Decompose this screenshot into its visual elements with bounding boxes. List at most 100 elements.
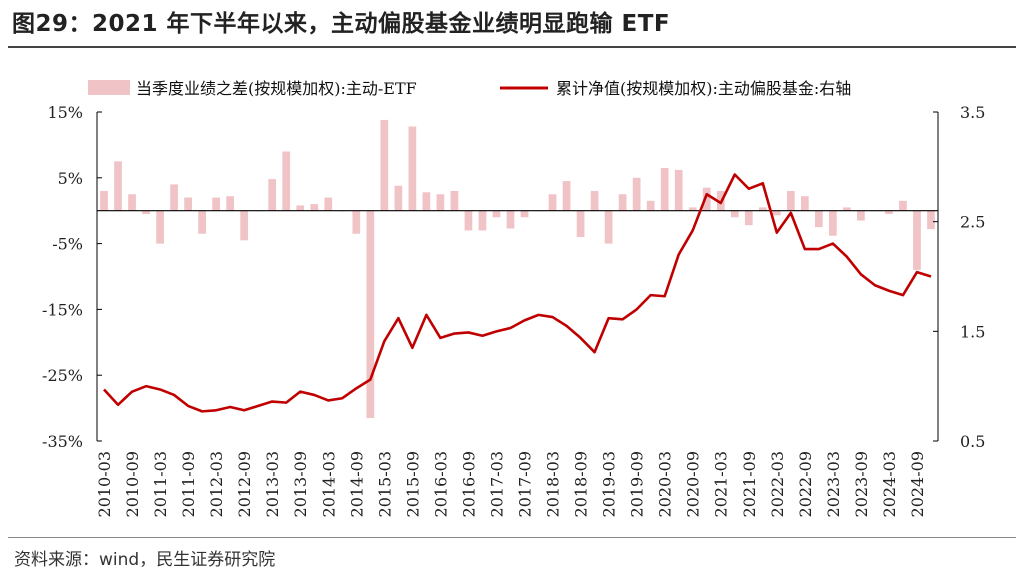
bar [520,210,529,218]
bar [170,184,178,211]
bar [618,194,627,211]
bar [646,200,655,211]
x-tick-label: 2017-09 [516,451,535,517]
bar [927,210,935,230]
bar [198,210,206,234]
tick-labels: 15% 5% -5% -15% -25% -35% 3.5 2.5 1.5 0.5 2010-03 2… [42,103,985,517]
bar [815,210,823,228]
x-tick-label: 2017-03 [487,451,506,517]
left-tick-label: -25% [42,366,83,385]
bar [758,207,767,211]
bar [156,210,164,244]
x-tick-label: 2010-09 [123,451,142,517]
bar [380,119,389,211]
right-tick-label: 2.5 [960,213,985,232]
bar [604,210,613,244]
x-tick-label: 2021-09 [740,451,759,517]
bar [184,197,192,211]
bar [240,210,249,241]
chart: 当季度业绩之差(按规模加权):主动-ETF 累计净值(按规模加权):主动偏股基金… [42,79,985,517]
x-tick-label: 2014-03 [319,451,338,517]
x-tick-label: 2016-09 [459,451,478,517]
bar [913,210,921,270]
right-tick-label: 0.5 [960,432,985,451]
bar [576,210,585,238]
x-tick-label: 2015-03 [375,451,394,517]
left-tick-label: -15% [42,300,83,319]
bar [674,169,683,211]
x-tick-label: 2014-09 [347,451,366,517]
bar [324,197,333,211]
x-tick-label: 2012-03 [207,451,226,517]
x-tick-label: 2020-09 [684,451,703,517]
x-tick-label: 2010-03 [95,451,114,517]
x-tick-label: 2022-09 [796,451,815,517]
bar [296,205,305,211]
bar [128,194,136,211]
right-tick-label: 3.5 [960,103,985,122]
bar [226,196,235,211]
bar [212,197,220,211]
bar [408,126,417,211]
x-tick-label: 2018-03 [544,451,563,517]
bar [450,190,459,211]
x-tick-label: 2020-03 [656,451,675,517]
x-tick-label: 2013-09 [291,451,310,517]
legend-label-line: 累计净值(按规模加权):主动偏股基金:右轴 [556,79,851,98]
x-tick-label: 2016-03 [431,451,450,517]
bar [843,207,851,211]
x-tick-label: 2011-09 [179,451,198,517]
bar [885,210,893,214]
legend-label-bar: 当季度业绩之差(按规模加权):主动-ETF [136,79,417,98]
x-tick-label: 2022-03 [768,451,787,517]
bar [730,210,739,218]
x-tick-label: 2019-09 [628,451,647,517]
legend-swatch-bar [88,80,130,95]
bar [772,210,781,216]
bar [786,190,795,211]
bar [660,167,669,211]
x-tick-label: 2015-09 [403,451,422,517]
axes [96,111,939,442]
bar [100,190,108,211]
line-series [103,173,932,413]
x-tick-label: 2012-09 [235,451,254,517]
right-tick-label: 1.5 [960,322,985,341]
bar [632,177,641,211]
bar [436,194,445,211]
bar [142,210,150,214]
left-tick-label: 5% [58,169,83,188]
left-tick-label: -35% [42,432,83,451]
bar [464,210,473,231]
bar [394,185,403,211]
bar [506,210,515,229]
left-tick-label: 15% [47,103,83,122]
legend: 当季度业绩之差(按规模加权):主动-ETF 累计净值(按规模加权):主动偏股基金… [88,79,851,98]
bar [590,190,599,211]
title-divider [8,46,1016,48]
source-divider [8,537,1016,538]
bar [366,210,375,418]
x-tick-label: 2018-09 [572,451,591,517]
bar [310,204,319,211]
x-tick-label: 2023-03 [824,451,843,517]
bar [800,196,809,211]
x-tick-label: 2019-03 [600,451,619,517]
left-tick-label: -5% [52,235,83,254]
bar [478,210,487,231]
x-tick-label: 2023-09 [852,451,871,517]
x-tick-label: 2024-09 [908,451,927,517]
bar [114,161,122,211]
bar [352,210,361,234]
bar [562,181,571,211]
x-tick-label: 2024-03 [880,451,899,517]
bar [688,207,697,211]
bar [422,192,431,211]
bar [492,210,501,218]
chart-title: 图29：2021 年下半年以来，主动偏股基金业绩明显跑输 ETF [12,11,671,37]
nav-line [103,173,932,413]
bar [282,151,291,211]
x-tick-label: 2013-03 [263,451,282,517]
bar [268,179,277,211]
bar [744,210,753,226]
